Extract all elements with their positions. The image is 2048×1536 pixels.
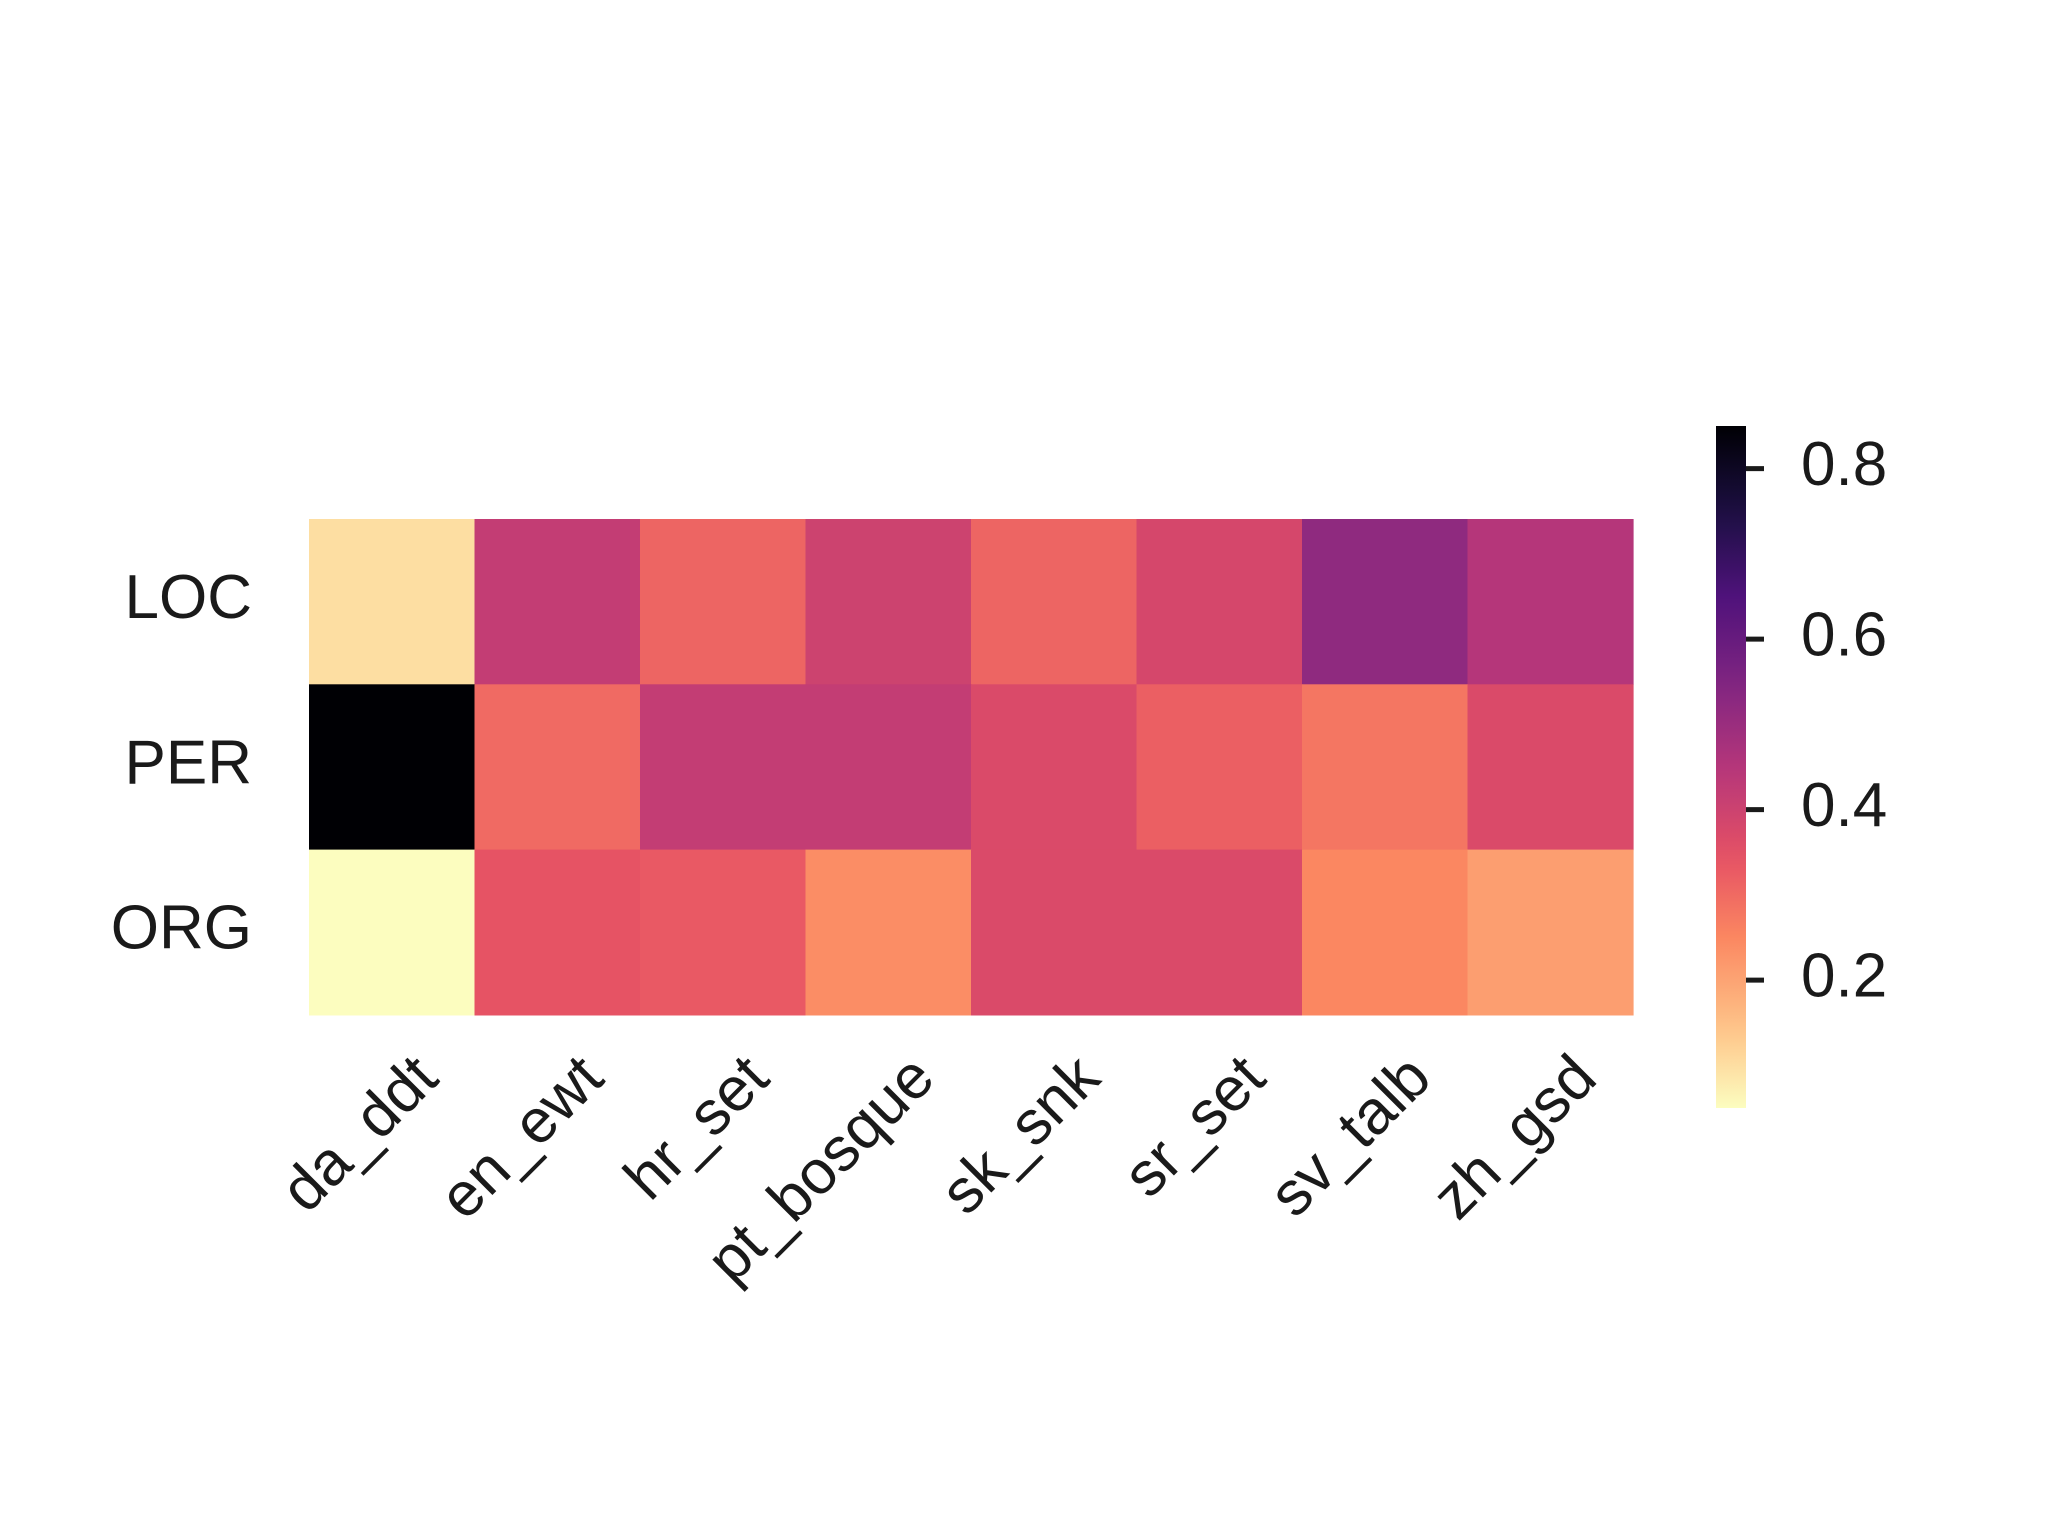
x-tick-label-en_ewt: en_ewt — [426, 1042, 616, 1232]
colorbar: 0.8 0.6 0.4 0.2 — [1716, 426, 1887, 1108]
colorbar-tick-label: 0.8 — [1801, 430, 1887, 499]
x-tick-label-sk_snk: sk_snk — [928, 1041, 1114, 1227]
x-tick-label-da_ddt: da_ddt — [268, 1042, 451, 1225]
heatmap-cell-LOC-hr_set — [640, 519, 807, 685]
x-tick-label-zh_gsd: zh_gsd — [1419, 1042, 1609, 1232]
heatmap-cell-LOC-sr_set — [1136, 519, 1303, 685]
x-tick-label-sv_talb: sv_talb — [1256, 1042, 1444, 1230]
x-tick-label-sr_set: sr_set — [1110, 1042, 1278, 1210]
heatmap-cell-PER-sr_set — [1136, 684, 1303, 851]
heatmap-cell-LOC-da_ddt — [309, 519, 476, 685]
y-tick-label-LOC: LOC — [125, 563, 252, 632]
colorbar-tick-label: 0.4 — [1801, 771, 1887, 840]
x-axis-tick-labels: da_ddten_ewthr_setpt_bosquesk_snksr_sets… — [268, 1041, 1609, 1295]
heatmap-cell-PER-sv_talb — [1302, 684, 1469, 851]
heatmap-cell-ORG-hr_set — [640, 849, 807, 1016]
heatmap-cell-PER-sk_snk — [971, 684, 1138, 851]
heatmap-cell-LOC-sk_snk — [971, 519, 1138, 685]
y-tick-label-ORG: ORG — [111, 894, 252, 963]
heatmap-cell-PER-da_ddt — [309, 684, 476, 851]
heatmap-cell-ORG-sr_set — [1136, 849, 1303, 1016]
heatmap-cell-LOC-en_ewt — [474, 519, 641, 685]
heatmap-cell-ORG-pt_bosque — [805, 849, 972, 1016]
heatmap-cell-PER-pt_bosque — [805, 684, 972, 851]
heatmap-cell-ORG-da_ddt — [309, 849, 476, 1016]
colorbar-tick-label: 0.6 — [1801, 601, 1887, 670]
heatmap-cell-LOC-zh_gsd — [1467, 519, 1634, 685]
heatmap-grid — [309, 519, 1634, 1016]
y-tick-label-PER: PER — [125, 728, 252, 797]
heatmap-cell-ORG-sv_talb — [1302, 849, 1469, 1016]
heatmap-cell-ORG-sk_snk — [971, 849, 1138, 1016]
heatmap-cell-ORG-en_ewt — [474, 849, 641, 1016]
heatmap-cell-LOC-pt_bosque — [805, 519, 972, 685]
heatmap-cell-LOC-sv_talb — [1302, 519, 1469, 685]
colorbar-tick-label: 0.2 — [1801, 942, 1887, 1011]
colorbar-gradient — [1716, 426, 1746, 1108]
heatmap-cell-PER-hr_set — [640, 684, 807, 851]
heatmap-cell-PER-en_ewt — [474, 684, 641, 851]
heatmap-cell-ORG-zh_gsd — [1467, 849, 1634, 1016]
y-axis-tick-labels: LOC PER ORG — [111, 563, 252, 963]
heatmap-cell-PER-zh_gsd — [1467, 684, 1634, 851]
colorbar-ticks: 0.8 0.6 0.4 0.2 — [1746, 430, 1887, 1011]
